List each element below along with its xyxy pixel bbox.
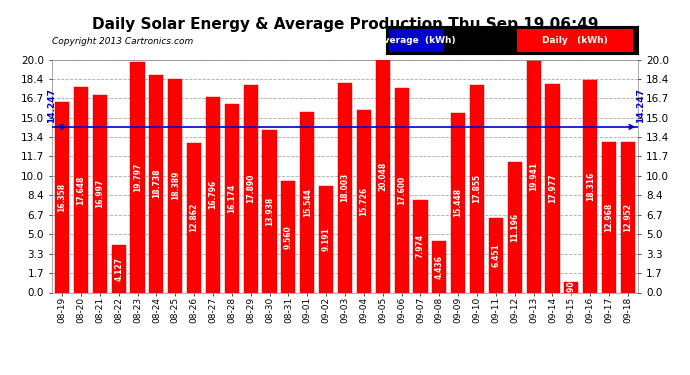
Text: 15.448: 15.448 bbox=[453, 188, 463, 217]
Text: 16.796: 16.796 bbox=[208, 180, 217, 210]
Bar bbox=[74, 87, 88, 292]
Text: 0.906: 0.906 bbox=[566, 275, 575, 299]
Text: 19.941: 19.941 bbox=[529, 162, 538, 191]
Text: 16.174: 16.174 bbox=[227, 184, 237, 213]
FancyBboxPatch shape bbox=[518, 29, 633, 52]
Text: Daily Solar Energy & Average Production Thu Sep 19 06:49: Daily Solar Energy & Average Production … bbox=[92, 17, 598, 32]
Bar bbox=[55, 102, 69, 292]
Bar bbox=[508, 162, 522, 292]
Bar bbox=[130, 62, 145, 292]
Bar bbox=[300, 112, 315, 292]
Text: 15.726: 15.726 bbox=[359, 186, 368, 216]
Bar bbox=[187, 143, 201, 292]
Text: 18.003: 18.003 bbox=[340, 173, 350, 202]
Bar bbox=[602, 142, 616, 292]
Bar bbox=[225, 105, 239, 292]
Text: 17.890: 17.890 bbox=[246, 174, 255, 203]
Text: 18.738: 18.738 bbox=[152, 169, 161, 198]
Bar bbox=[206, 97, 220, 292]
Text: 12.968: 12.968 bbox=[604, 202, 613, 232]
Bar bbox=[395, 88, 408, 292]
Bar bbox=[262, 130, 277, 292]
Bar bbox=[583, 80, 598, 292]
Text: 11.196: 11.196 bbox=[510, 213, 520, 242]
Bar bbox=[564, 282, 578, 292]
FancyBboxPatch shape bbox=[389, 29, 444, 52]
Text: 4.436: 4.436 bbox=[435, 255, 444, 279]
Text: 4.127: 4.127 bbox=[115, 256, 124, 280]
Text: 9.560: 9.560 bbox=[284, 225, 293, 249]
Text: 14.247: 14.247 bbox=[47, 88, 57, 123]
Text: 12.862: 12.862 bbox=[190, 203, 199, 232]
Bar bbox=[432, 241, 446, 292]
Text: 6.451: 6.451 bbox=[491, 243, 500, 267]
Text: 17.600: 17.600 bbox=[397, 176, 406, 205]
Bar bbox=[451, 113, 465, 292]
Bar bbox=[112, 244, 126, 292]
Bar bbox=[545, 84, 560, 292]
Text: 16.358: 16.358 bbox=[58, 183, 67, 212]
Bar bbox=[319, 186, 333, 292]
Bar bbox=[168, 79, 182, 292]
Text: 18.389: 18.389 bbox=[170, 171, 180, 200]
Bar bbox=[526, 61, 541, 292]
Text: Average  (kWh): Average (kWh) bbox=[377, 36, 456, 45]
Bar bbox=[413, 200, 428, 292]
Bar bbox=[357, 110, 371, 292]
Text: 7.974: 7.974 bbox=[416, 234, 425, 258]
Text: 12.952: 12.952 bbox=[623, 203, 632, 232]
Bar bbox=[149, 75, 164, 292]
Bar bbox=[489, 217, 503, 292]
Bar bbox=[282, 182, 295, 292]
Text: 15.544: 15.544 bbox=[303, 188, 312, 217]
Text: 18.316: 18.316 bbox=[586, 171, 595, 201]
Text: 20.048: 20.048 bbox=[378, 161, 387, 190]
Bar bbox=[375, 60, 390, 292]
Bar bbox=[338, 83, 352, 292]
Bar bbox=[244, 84, 258, 292]
Text: 17.977: 17.977 bbox=[548, 173, 557, 203]
Bar bbox=[92, 95, 107, 292]
Bar bbox=[470, 85, 484, 292]
Text: 17.855: 17.855 bbox=[473, 174, 482, 203]
Bar bbox=[621, 142, 635, 292]
Text: Copyright 2013 Cartronics.com: Copyright 2013 Cartronics.com bbox=[52, 38, 193, 46]
Text: Daily   (kWh): Daily (kWh) bbox=[542, 36, 608, 45]
Text: 19.797: 19.797 bbox=[133, 163, 142, 192]
Text: 14.247: 14.247 bbox=[635, 88, 644, 123]
Text: 13.938: 13.938 bbox=[265, 197, 274, 226]
Text: 16.997: 16.997 bbox=[95, 179, 104, 209]
Text: 9.191: 9.191 bbox=[322, 227, 331, 251]
Text: 17.648: 17.648 bbox=[77, 175, 86, 205]
